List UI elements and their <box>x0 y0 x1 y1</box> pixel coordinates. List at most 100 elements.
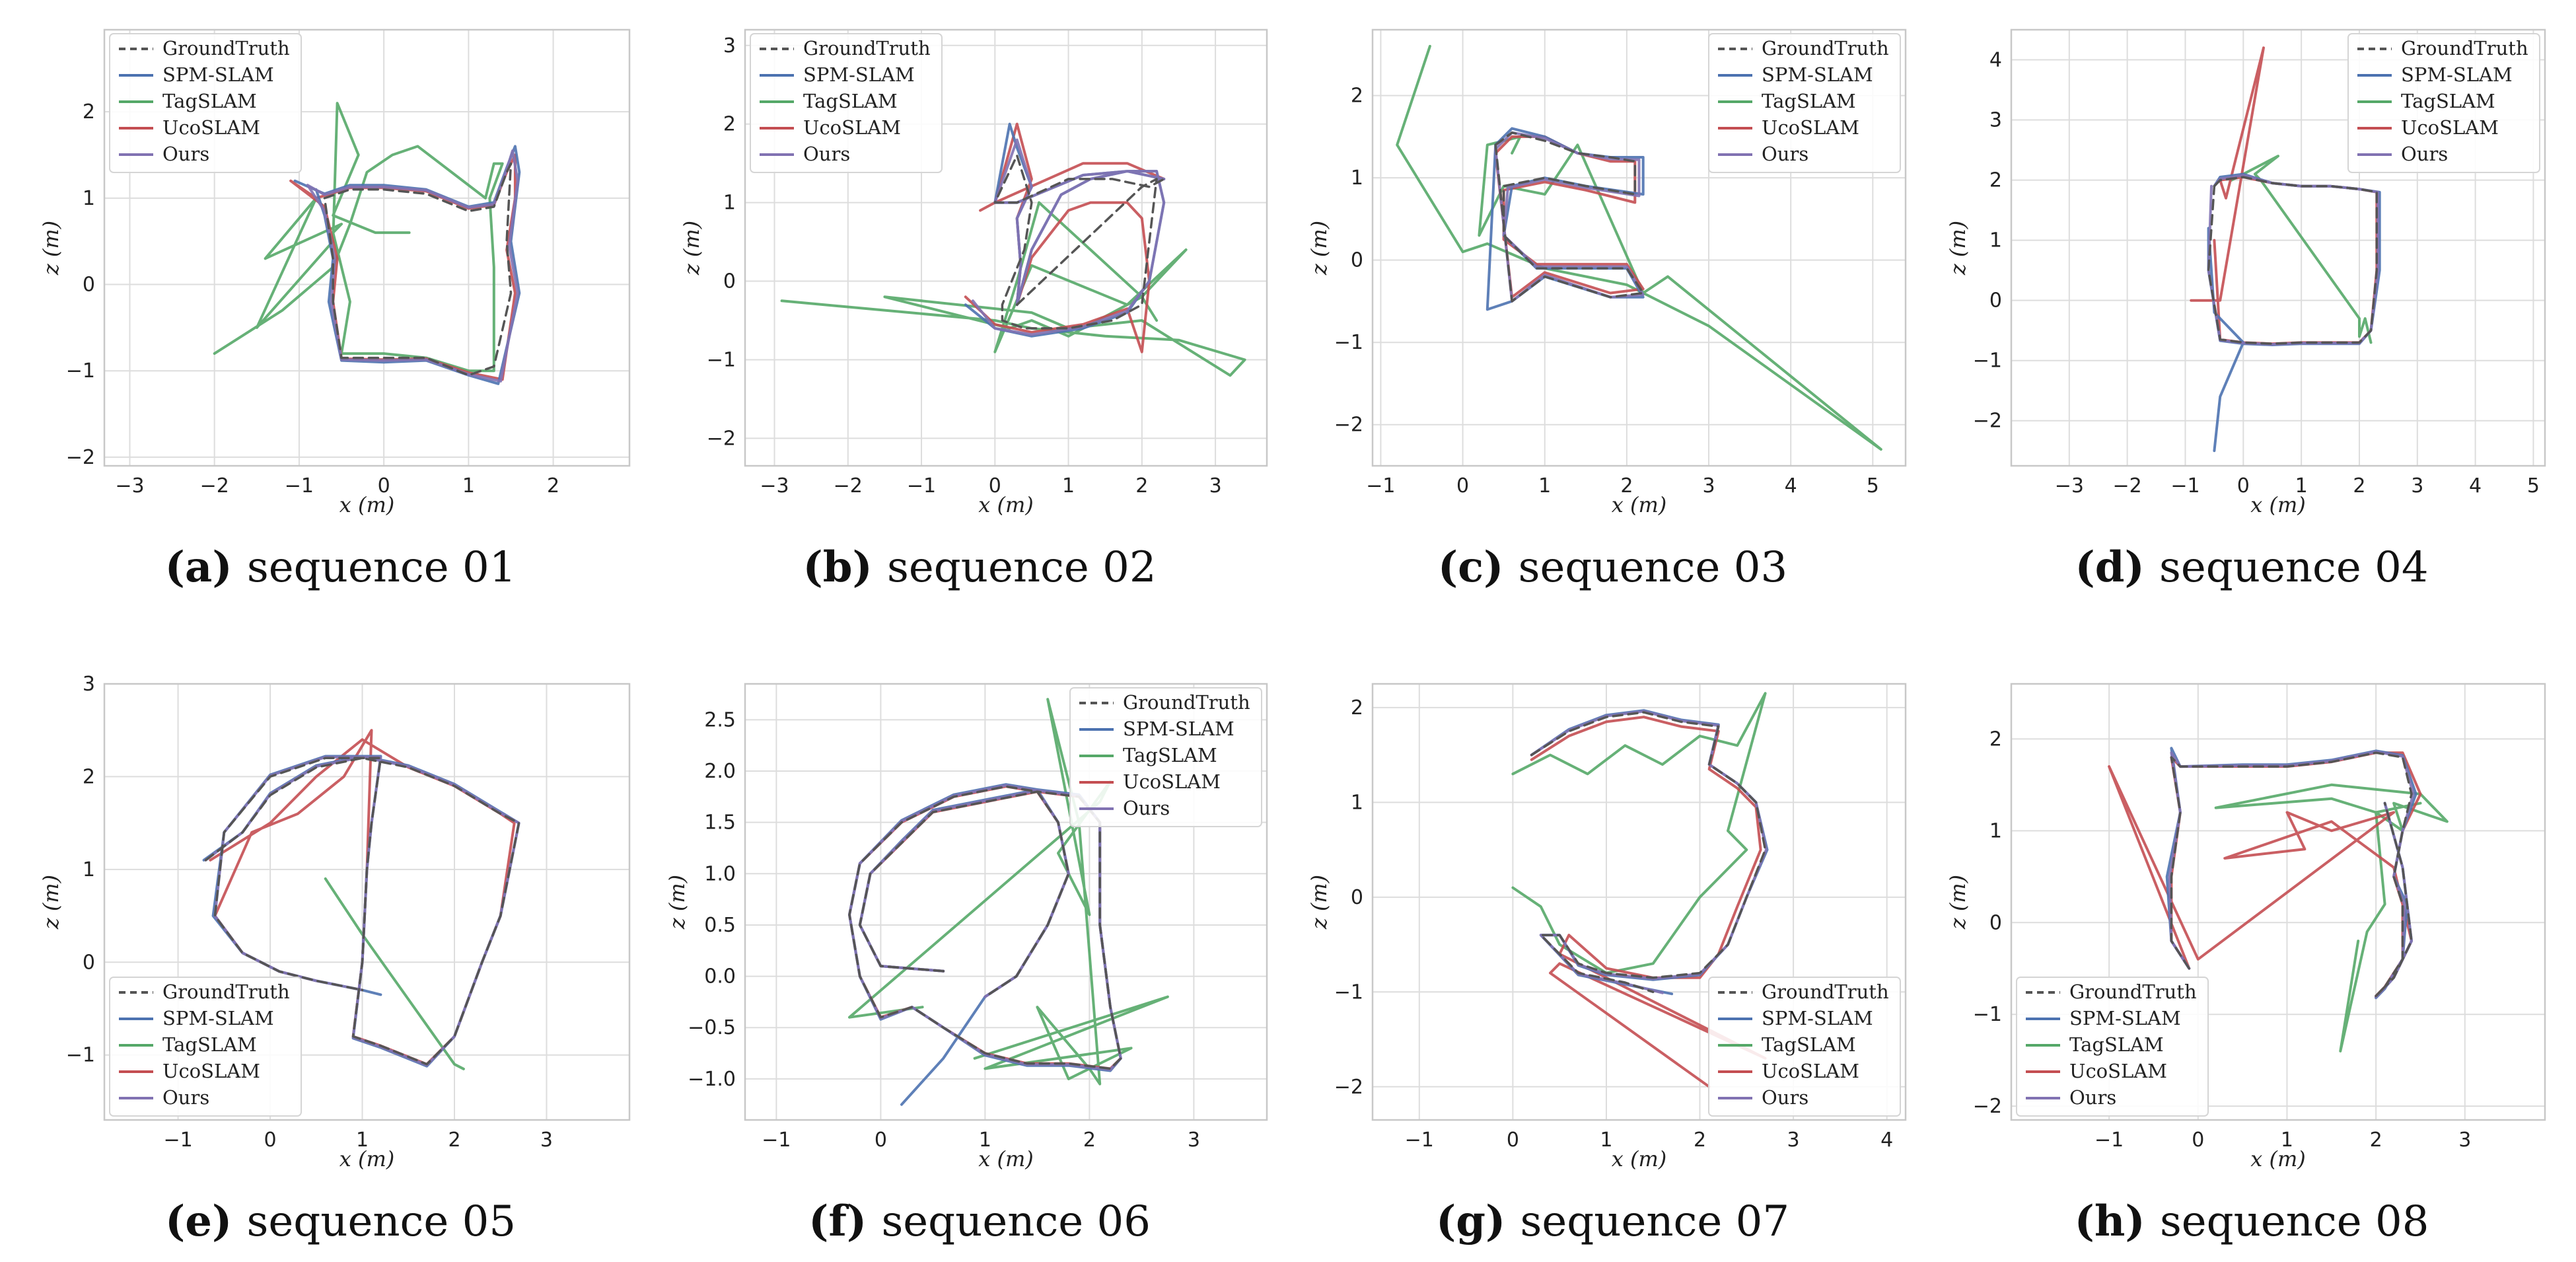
trajectory-plot-7: −1 0 1 2 3 4 −2 −1 0 1 2 x (m) z (m) GroundTruth SPM-S… <box>1306 683 1907 1246</box>
x-tick-label: 2 <box>1083 1129 1096 1152</box>
caption-letter: (a) <box>165 542 247 592</box>
legend-label-ours: Ours <box>2069 1086 2116 1109</box>
trajectory-plot-1: −3 −2 −1 0 1 2 −2 −1 0 1 2 x (m) z (m) GroundTruth SPM… <box>38 28 631 592</box>
x-tick-label: −1 <box>907 474 936 498</box>
legend-label-ucoslam: UcoSLAM <box>162 1060 260 1082</box>
y-tick-label: 0 <box>1351 249 1363 272</box>
plot-frame <box>744 683 1268 1121</box>
series-tagslam-line <box>2214 783 2449 1053</box>
x-tick-label: −1 <box>762 1129 791 1152</box>
subfigure-caption: (h) sequence 08 <box>2075 1197 2429 1246</box>
y-tick-label: 3 <box>83 673 95 696</box>
legend-label-tagslam: TagSLAM <box>162 1033 257 1056</box>
legend-label-ours: Ours <box>1123 797 1170 819</box>
series-group <box>780 122 1246 377</box>
legend-label-spm-slam: SPM-SLAM <box>1762 63 1873 86</box>
y-tick-label: 0 <box>723 270 736 293</box>
legend-label-ucoslam: UcoSLAM <box>1762 116 1859 139</box>
y-tick-label: 1 <box>1351 791 1363 814</box>
x-axis-label: x (m) <box>1612 1146 1667 1171</box>
y-axis-label: z (m) <box>679 221 704 276</box>
series-tagslam-line <box>780 201 1246 377</box>
caption-letter: (b) <box>803 542 887 592</box>
x-tick-label: 1 <box>2295 474 2308 498</box>
legend-box <box>2016 977 2209 1117</box>
series-group <box>2108 747 2449 1053</box>
x-tick-label: 2 <box>448 1129 460 1152</box>
legend-label-spm-slam: SPM-SLAM <box>803 63 915 86</box>
series-ours-line <box>306 149 519 383</box>
legend-box <box>109 33 302 173</box>
legend: GroundTruth SPM-SLAM TagSLAM UcoSLAM Ours <box>1708 977 1901 1117</box>
y-tick-label: −0.5 <box>688 1016 736 1039</box>
y-tick-label: 3 <box>723 34 736 57</box>
x-tick-label: 0 <box>378 474 390 498</box>
x-tick-label: −3 <box>2055 474 2084 498</box>
plot-frame <box>2010 683 2546 1121</box>
x-tick-label: −1 <box>2094 1129 2124 1152</box>
plot-frame <box>103 28 631 467</box>
legend-label-spm-slam: SPM-SLAM <box>162 1007 274 1029</box>
series-groundtruth-line <box>993 154 1165 330</box>
y-axis-label: z (m) <box>664 875 690 930</box>
x-tick-label: 2 <box>2370 1129 2382 1152</box>
x-tick-label: 1 <box>1600 1129 1612 1152</box>
series-group <box>1396 44 1882 451</box>
trajectory-plot-6: −1 0 1 2 3 −1.0 −0.5 0.0 0.5 1.0 1.5 2.0 2.5 x (m) z (… <box>664 683 1268 1246</box>
y-tick-label: 1 <box>723 192 736 215</box>
plot-frame <box>2010 28 2546 467</box>
x-tick-label: −3 <box>760 474 789 498</box>
caption-text: sequence 08 <box>2160 1197 2429 1246</box>
y-tick-label: 0.0 <box>704 965 736 988</box>
legend-box <box>109 977 302 1117</box>
y-tick-label: −1 <box>1973 350 2002 373</box>
legend-label-spm-slam: SPM-SLAM <box>2401 63 2513 86</box>
plot-frame <box>1371 683 1907 1121</box>
subfigure-caption: (g) sequence 07 <box>1436 1197 1789 1246</box>
legend-label-ucoslam: UcoSLAM <box>162 116 260 139</box>
x-tick-label: 4 <box>1880 1129 1893 1152</box>
legend-label-spm-slam: SPM-SLAM <box>1123 718 1234 740</box>
x-tick-label: −3 <box>115 474 144 498</box>
plot-frame <box>103 683 631 1121</box>
trajectory-plot-8: −1 0 1 2 3 −2 −1 0 1 2 x (m) z (m) GroundTruth SPM-SL… <box>1945 683 2546 1246</box>
trajectory-plot-5: −1 0 1 2 3 −1 0 1 2 3 x (m) z (m) GroundTruth SPM-SLA… <box>38 673 631 1246</box>
trajectory-plot-4: −3 −2 −1 0 1 2 3 4 5 −2 −1 0 1 2 3 4 x (m) z (m) GroundTru… <box>1945 28 2546 592</box>
y-tick-label: 0 <box>83 951 95 974</box>
x-tick-label: −1 <box>1405 1129 1434 1152</box>
caption-letter: (d) <box>2075 542 2159 592</box>
legend-label-tagslam: TagSLAM <box>2069 1033 2164 1056</box>
x-tick-label: 1 <box>2281 1129 2293 1152</box>
legend-label-groundtruth: GroundTruth <box>803 37 931 59</box>
y-tick-label: 2 <box>1989 727 2002 751</box>
x-tick-label: −2 <box>2113 474 2142 498</box>
subfigure-caption: (f) sequence 06 <box>808 1197 1151 1246</box>
x-axis-label: x (m) <box>978 492 1034 517</box>
legend-label-groundtruth: GroundTruth <box>1762 37 1889 59</box>
series-group <box>202 729 520 1070</box>
legend-label-groundtruth: GroundTruth <box>162 37 290 59</box>
y-axis-label: z (m) <box>1945 221 1970 276</box>
series-tagslam-line <box>2230 155 2373 344</box>
y-tick-label: −1 <box>1973 1003 2002 1026</box>
x-tick-label: 2 <box>1694 1129 1706 1152</box>
x-tick-label: 0 <box>1507 1129 1519 1152</box>
legend-label-ucoslam: UcoSLAM <box>2401 116 2499 139</box>
y-tick-label: 1 <box>1989 819 2002 842</box>
y-axis-label: z (m) <box>1306 875 1332 930</box>
x-tick-label: −1 <box>163 1129 192 1152</box>
plot-frame <box>1371 28 1907 467</box>
y-tick-label: 1.0 <box>704 862 736 885</box>
x-axis-label: x (m) <box>1612 492 1667 517</box>
caption-text: sequence 02 <box>887 543 1157 592</box>
y-tick-label: 1 <box>1989 229 2002 252</box>
series-spm-slam-line <box>1530 709 1769 996</box>
legend: GroundTruth SPM-SLAM TagSLAM UcoSLAM Ours <box>109 33 302 173</box>
x-tick-label: −1 <box>285 474 314 498</box>
y-tick-label: 4 <box>1989 49 2002 72</box>
x-tick-label: 3 <box>1209 474 1222 498</box>
y-tick-label: 1 <box>83 858 95 881</box>
y-tick-label: −2 <box>1973 410 2002 433</box>
y-tick-label: 2 <box>1989 169 2002 192</box>
